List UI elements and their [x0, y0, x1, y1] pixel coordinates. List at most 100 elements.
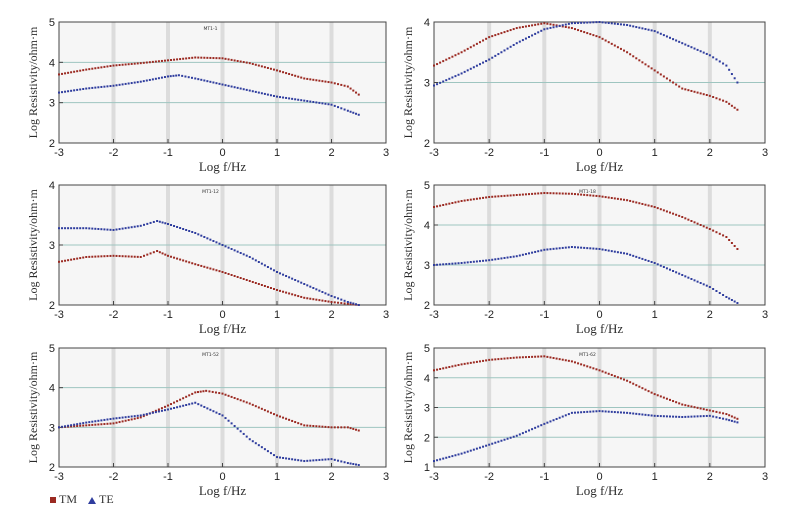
y-tick-label: 2 [424, 432, 430, 444]
data-point [321, 80, 324, 83]
data-point [644, 413, 647, 416]
data-point [607, 196, 610, 199]
data-point [512, 194, 515, 197]
data-point [154, 77, 157, 80]
data-point [176, 257, 179, 260]
data-point [285, 417, 288, 420]
data-point [451, 55, 454, 58]
data-point [157, 408, 160, 411]
data-point [595, 35, 598, 38]
data-point [61, 91, 64, 94]
data-point [485, 196, 488, 199]
data-point [702, 283, 705, 286]
data-point [534, 355, 537, 358]
data-point [503, 194, 506, 197]
data-point [73, 89, 76, 92]
data-point [149, 252, 152, 255]
data-point [251, 90, 254, 93]
data-point [291, 97, 294, 100]
data-point [194, 56, 197, 59]
data-point [260, 262, 263, 265]
data-point [644, 203, 647, 206]
data-point [488, 443, 491, 446]
data-point [300, 99, 303, 102]
y-tick-label: 3 [49, 240, 55, 252]
data-point [491, 195, 494, 198]
x-tick-label: 1 [274, 309, 280, 321]
data-point [285, 72, 288, 75]
data-point [619, 251, 622, 254]
data-point [112, 64, 115, 67]
data-point [439, 367, 442, 370]
y-tick-label: 5 [49, 17, 55, 29]
site-label: MT1-18 [579, 189, 596, 195]
data-point [139, 80, 142, 83]
data-point [94, 67, 97, 70]
data-point [647, 65, 650, 68]
data-point [70, 425, 73, 428]
data-point [312, 425, 315, 428]
data-point [549, 356, 552, 359]
data-point [215, 411, 218, 414]
data-point [218, 57, 221, 60]
data-point [725, 236, 728, 238]
data-point [94, 255, 97, 258]
data-point [558, 192, 561, 195]
data-point [106, 418, 109, 421]
data-point [598, 248, 601, 250]
data-point [106, 85, 109, 88]
data-point [488, 196, 491, 198]
data-point [161, 221, 164, 224]
data-point [163, 409, 166, 412]
data-point [515, 42, 518, 45]
x-tick-label: 2 [328, 147, 334, 159]
data-point [221, 57, 224, 60]
data-point [690, 415, 693, 418]
data-point [672, 81, 675, 84]
data-point [592, 410, 595, 413]
data-point [650, 205, 653, 208]
data-point [690, 278, 693, 280]
data-point [546, 22, 549, 25]
data-point [567, 359, 570, 362]
data-point [321, 291, 324, 293]
data-point [540, 192, 543, 195]
data-point [263, 264, 266, 267]
data-point [160, 407, 163, 410]
data-point [586, 365, 589, 368]
data-point [121, 83, 124, 86]
data-point [641, 61, 644, 64]
series-tm [433, 355, 739, 420]
data-point [133, 417, 136, 420]
data-point [534, 23, 537, 26]
data-point [715, 58, 718, 61]
data-point [632, 382, 635, 385]
data-point [152, 251, 155, 254]
data-point [681, 42, 684, 45]
x-tick-label: -2 [109, 309, 119, 321]
data-point [623, 252, 626, 255]
data-point [182, 228, 185, 230]
data-point [690, 46, 693, 49]
data-point [607, 410, 610, 413]
data-point [94, 420, 97, 423]
data-point [224, 272, 227, 274]
data-point [712, 415, 715, 418]
data-point [558, 358, 561, 361]
data-point [357, 304, 360, 306]
data-point [199, 390, 202, 393]
data-point [209, 267, 212, 270]
data-point [91, 86, 94, 89]
data-point [537, 192, 540, 195]
data-point [227, 58, 230, 61]
data-point [315, 298, 318, 301]
data-point [306, 459, 309, 462]
data-point [733, 416, 736, 419]
data-point [76, 425, 79, 428]
data-point [260, 407, 263, 410]
data-point [315, 288, 318, 291]
data-point [445, 263, 448, 266]
data-point [160, 59, 163, 62]
data-point [136, 417, 139, 420]
data-point [478, 197, 481, 200]
